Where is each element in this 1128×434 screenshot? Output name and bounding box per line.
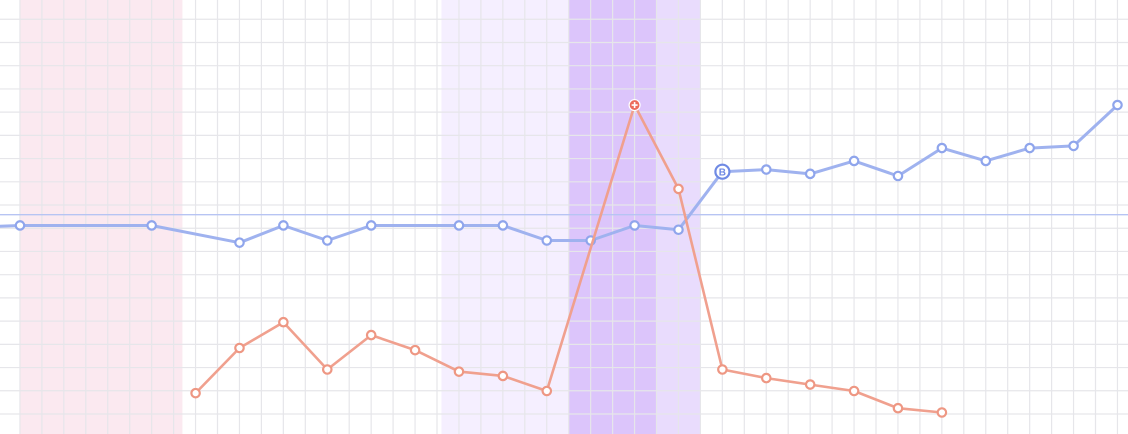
series-0-point[interactable] (321, 235, 333, 246)
series-1-point[interactable] (409, 344, 421, 356)
marker-b-label: B (719, 167, 726, 178)
series-1-point[interactable] (453, 366, 465, 377)
series-layer: B (0, 98, 1123, 418)
series-1-point[interactable] (497, 370, 509, 382)
series-0-point[interactable] (497, 220, 509, 231)
marker-b[interactable] (714, 163, 731, 180)
series-0-point[interactable] (980, 155, 992, 167)
series-0-point[interactable] (673, 224, 684, 236)
series-0-point[interactable] (541, 235, 553, 246)
series-1 (190, 98, 948, 418)
series-1-point[interactable] (936, 407, 948, 418)
series-0-point[interactable] (936, 142, 948, 154)
series-0-point[interactable] (629, 220, 640, 231)
series-0-point[interactable] (892, 170, 904, 182)
series-1-point[interactable] (278, 316, 289, 328)
series-0-point[interactable] (760, 164, 772, 175)
series-1-point[interactable] (673, 183, 684, 195)
series-0-point[interactable] (1068, 140, 1079, 152)
series-1-point[interactable] (234, 342, 245, 354)
series-1-point[interactable] (365, 329, 377, 341)
series-0-point[interactable] (1112, 99, 1123, 111)
series-0: B (0, 99, 1123, 248)
highlight-band-0 (20, 0, 183, 434)
series-0-point[interactable] (848, 155, 860, 167)
series-1-point[interactable] (190, 387, 201, 399)
series-0-point[interactable] (278, 220, 289, 231)
series-0-point[interactable] (453, 220, 465, 231)
series-0-point[interactable] (234, 237, 245, 248)
series-0-point[interactable] (1024, 142, 1035, 154)
series-0-point[interactable] (804, 168, 816, 180)
series-1-point[interactable] (717, 364, 728, 375)
series-0-point[interactable] (14, 220, 26, 231)
series-1-point[interactable] (892, 402, 904, 414)
series-0-point[interactable] (365, 220, 377, 231)
series-1-point[interactable] (321, 364, 333, 375)
series-1-point[interactable] (541, 385, 553, 397)
series-1-point[interactable] (804, 379, 816, 390)
series-1-point[interactable] (848, 385, 860, 397)
series-1-point[interactable] (760, 372, 772, 384)
highlight-band-1 (441, 0, 569, 434)
series-0-point[interactable] (146, 220, 157, 231)
